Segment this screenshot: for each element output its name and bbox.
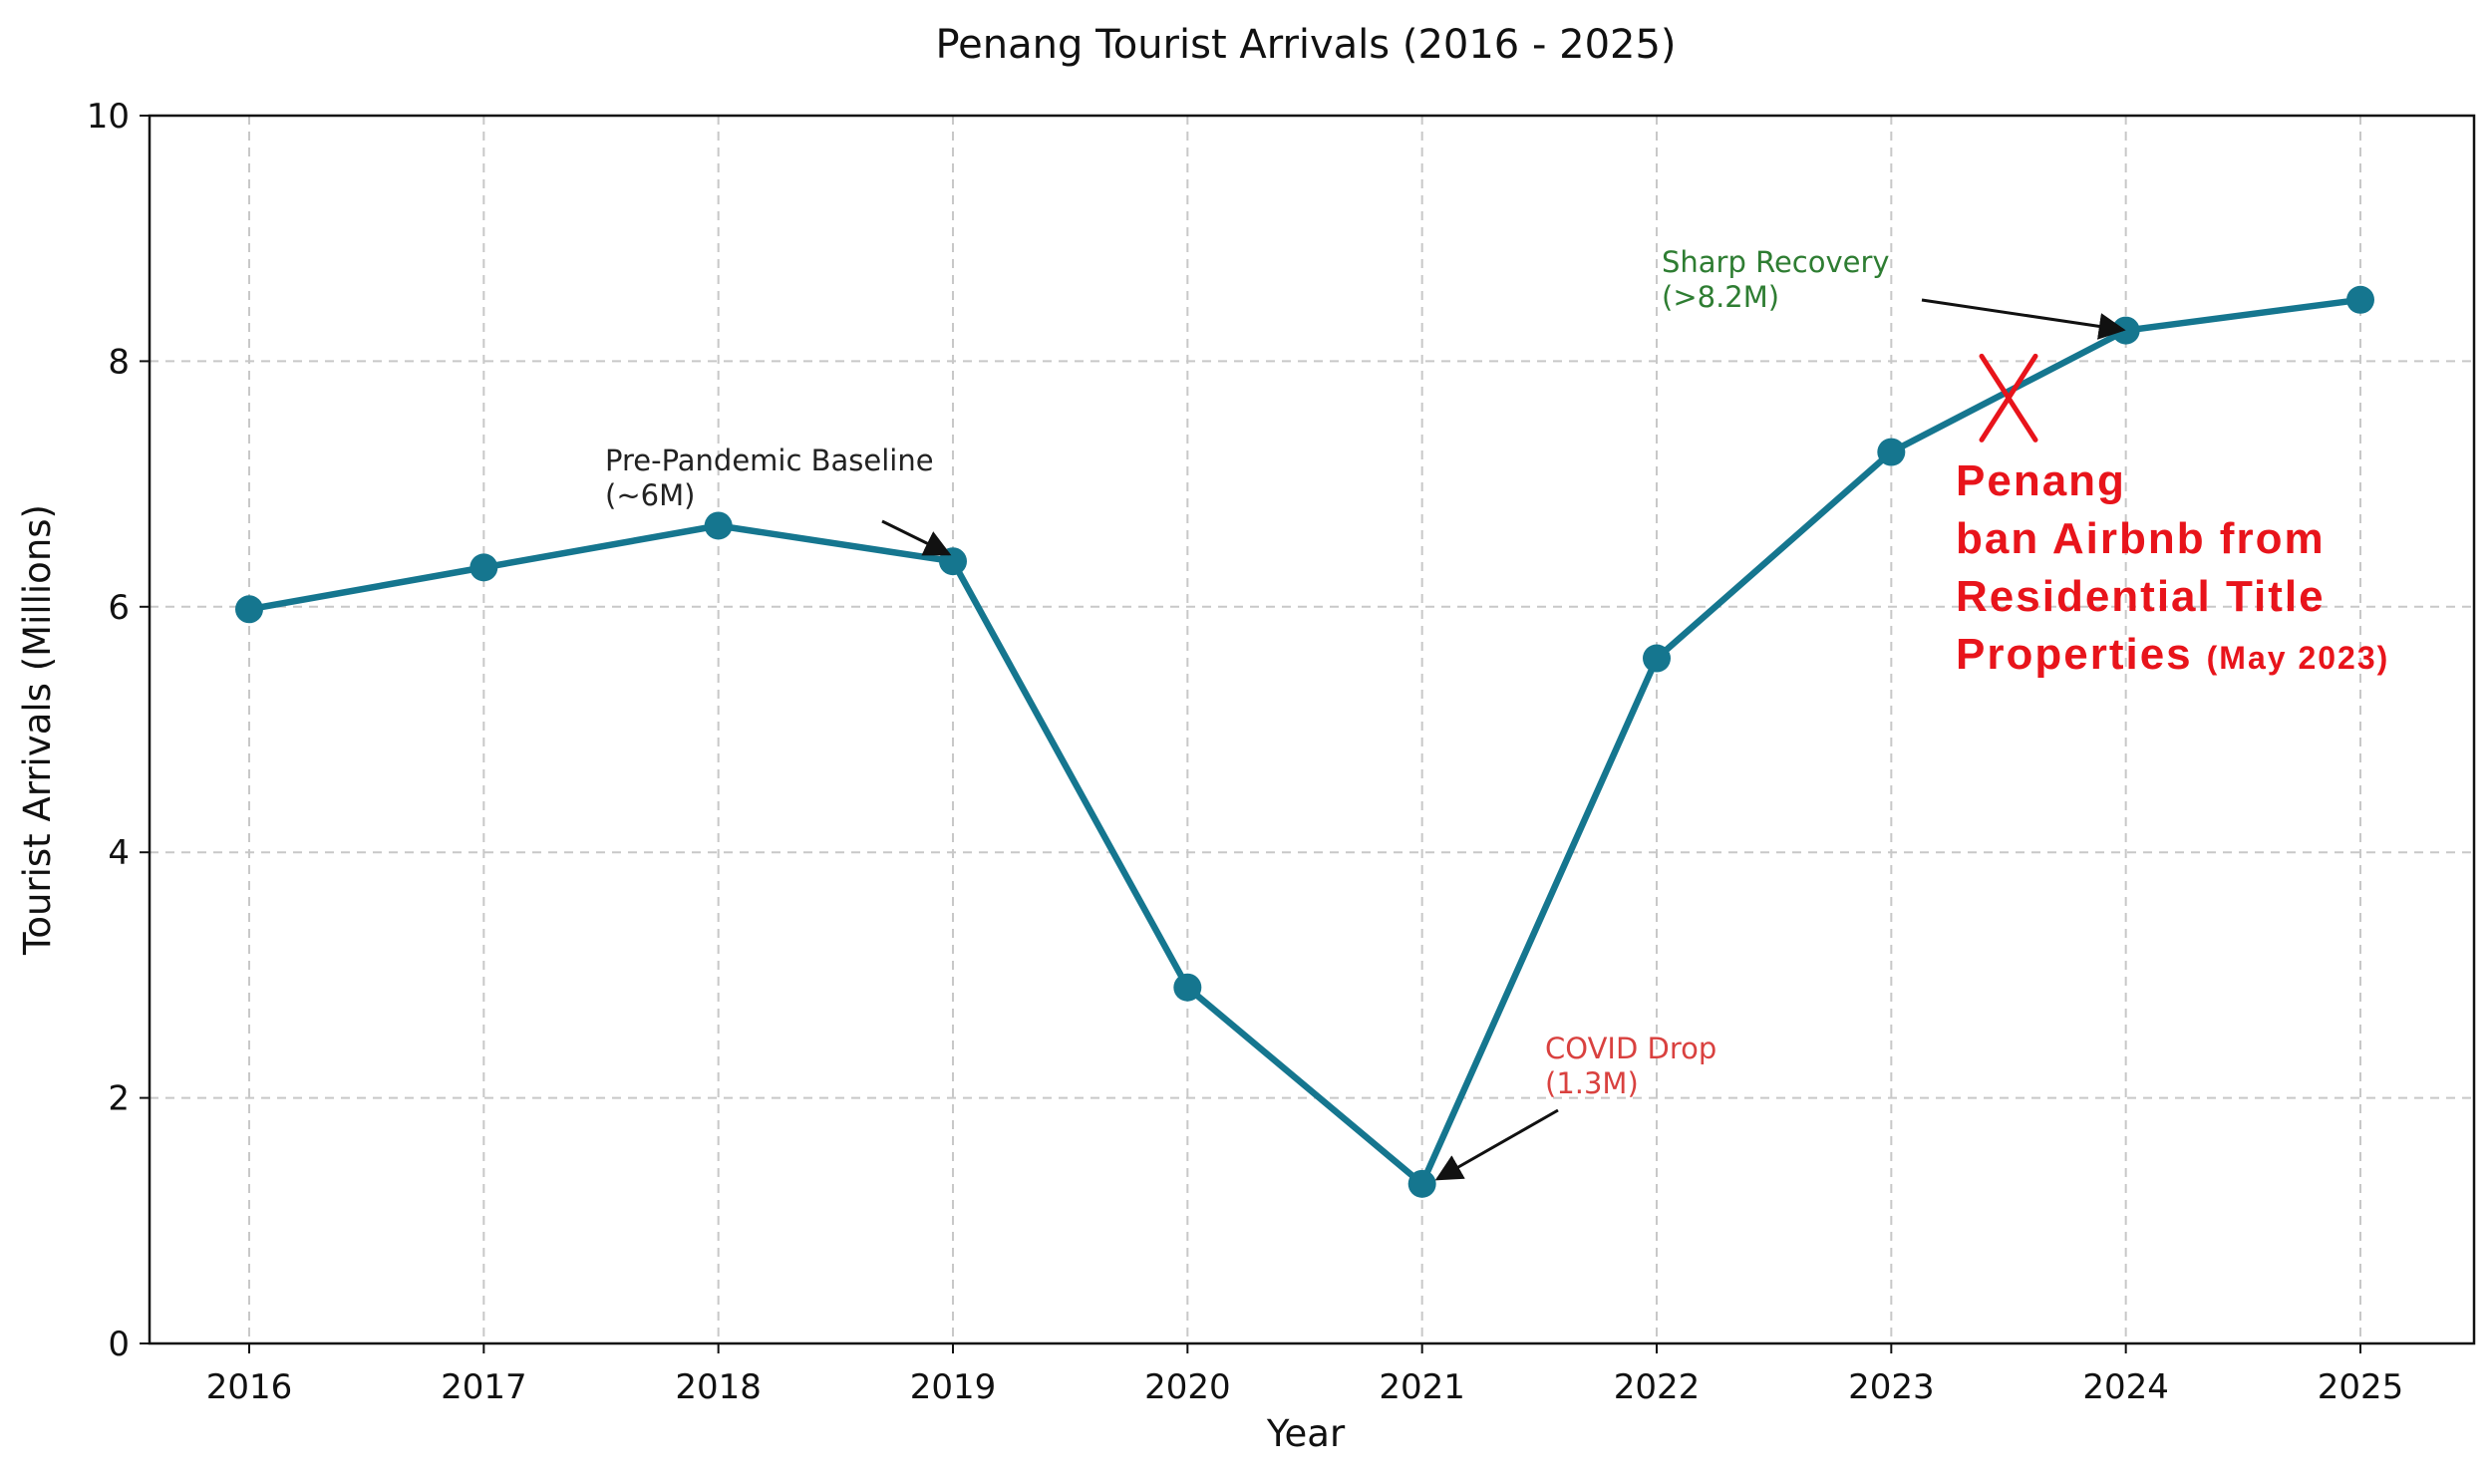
x-axis-label: Year bbox=[1266, 1412, 1346, 1455]
annotation-pre-pandemic: Pre-Pandemic Baseline(~6M) bbox=[605, 444, 952, 556]
x-tick-label: 2022 bbox=[1614, 1367, 1701, 1407]
x-axis-ticks: 2016 2017 2018 2019 2020 2021 2022 2023 2024 2025 bbox=[206, 1343, 2404, 1407]
annotation-arrow bbox=[1921, 298, 2126, 340]
x-tick-label: 2024 bbox=[2082, 1367, 2169, 1407]
annotation-text-line: Pre-Pandemic Baseline bbox=[605, 444, 934, 477]
y-tick-label: 8 bbox=[108, 342, 130, 382]
data-point bbox=[1407, 1169, 1436, 1198]
x-tick-label: 2025 bbox=[2318, 1367, 2404, 1407]
annotation-text-line: Sharp Recovery bbox=[1662, 245, 1890, 279]
series-line-group bbox=[235, 285, 2374, 1198]
y-tick-label: 4 bbox=[108, 833, 130, 873]
grid-lines bbox=[150, 116, 2474, 1343]
cross-stroke bbox=[1979, 353, 2038, 443]
annotation-sharp-recovery: Sharp Recovery(>8.2M) bbox=[1662, 245, 2126, 340]
annotation-text-line: (~6M) bbox=[605, 478, 695, 512]
ban-note-line: Residential Title bbox=[1956, 572, 2326, 621]
x-tick-label: 2023 bbox=[1848, 1367, 1935, 1407]
chart-title: Penang Tourist Arrivals (2016 - 2025) bbox=[935, 22, 1676, 68]
ban-note-line: Penang bbox=[1956, 456, 2126, 505]
ban-note-text: Properties bbox=[1956, 630, 2193, 679]
annotation-covid-drop: COVID Drop(1.3M) bbox=[1434, 1032, 1716, 1181]
data-point bbox=[2111, 316, 2140, 345]
x-tick-label: 2018 bbox=[675, 1367, 762, 1407]
data-point bbox=[469, 553, 498, 582]
plot-frame bbox=[148, 114, 2476, 1345]
data-point bbox=[704, 511, 733, 540]
data-point bbox=[1173, 973, 1202, 1002]
y-tick-label: 10 bbox=[87, 97, 130, 137]
data-point bbox=[1643, 644, 1671, 673]
annotation-text-line: (1.3M) bbox=[1545, 1066, 1639, 1100]
x-tick-label: 2020 bbox=[1144, 1367, 1231, 1407]
data-point bbox=[2346, 285, 2374, 314]
y-axis-label: Tourist Arrivals (Millions) bbox=[16, 504, 59, 956]
x-tick-label: 2019 bbox=[910, 1367, 997, 1407]
x-tick-label: 2021 bbox=[1379, 1367, 1465, 1407]
ban-note-date: (May 2023) bbox=[2207, 640, 2390, 676]
ban-note-line: Properties (May 2023) bbox=[1956, 630, 2389, 679]
series-line bbox=[245, 296, 2364, 1188]
x-tick-label: 2016 bbox=[206, 1367, 293, 1407]
annotation-text-line: COVID Drop bbox=[1545, 1032, 1716, 1065]
ban-note: Penang ban Airbnb from Residential Title Pr… bbox=[1956, 353, 2389, 679]
ban-note-line: ban Airbnb from bbox=[1956, 514, 2326, 563]
data-point bbox=[1877, 438, 1906, 466]
y-tick-label: 6 bbox=[108, 588, 130, 628]
annotation-text-line: (>8.2M) bbox=[1662, 280, 1779, 314]
y-tick-label: 0 bbox=[108, 1325, 130, 1364]
annotation-arrow bbox=[1434, 1108, 1559, 1181]
data-point bbox=[235, 595, 263, 624]
cross-icon bbox=[1979, 353, 2038, 443]
x-tick-label: 2017 bbox=[441, 1367, 527, 1407]
annotations: Pre-Pandemic Baseline(~6M) COVID Drop(1.3… bbox=[605, 245, 2126, 1181]
axes bbox=[148, 114, 2476, 1345]
y-axis-ticks: 0 2 4 6 8 10 bbox=[87, 97, 150, 1364]
y-tick-label: 2 bbox=[108, 1079, 130, 1119]
annotation-arrow bbox=[881, 519, 952, 556]
